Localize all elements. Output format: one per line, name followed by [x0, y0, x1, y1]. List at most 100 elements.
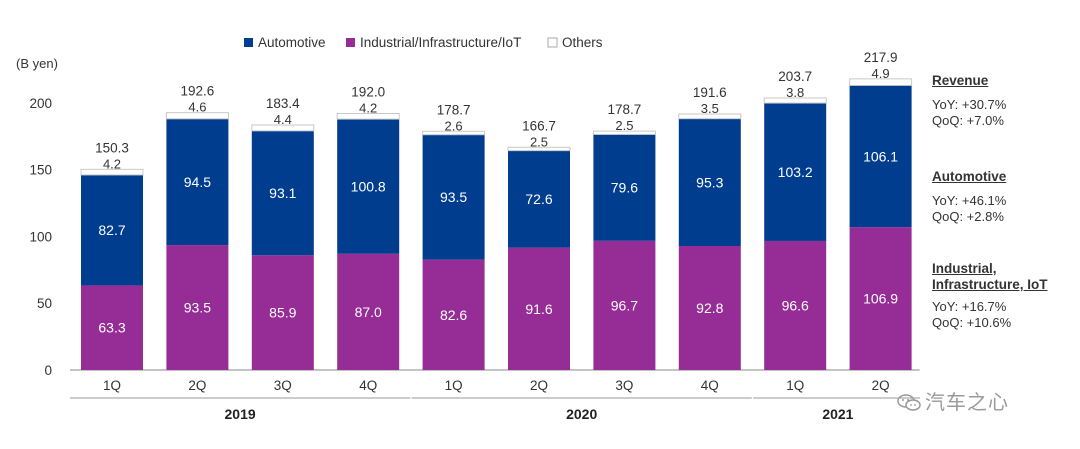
y-tick-label: 200 — [29, 96, 52, 111]
bar-value-label: 87.0 — [355, 304, 382, 320]
bar-segment-others — [80, 168, 144, 176]
bar-value-label: 100.8 — [351, 178, 386, 194]
revenue-summary: Revenue YoY: +30.7% QoQ: +7.0% — [932, 73, 1080, 129]
watermark-text: 汽车之心 — [925, 390, 1009, 414]
industrial-summary: Industrial, Infrastructure, IoT YoY: +16… — [932, 261, 1080, 331]
total-value-label: 183.4 — [266, 96, 300, 111]
revenue-heading: Revenue — [932, 73, 989, 88]
y-tick-label: 100 — [29, 229, 52, 244]
bar-value-label: 95.3 — [696, 174, 723, 190]
others-value-label: 4.4 — [274, 112, 292, 127]
bar-segment-industrial-infrastructure-iot — [422, 259, 485, 370]
bar-segment-industrial-infrastructure-iot — [508, 247, 570, 370]
total-value-label: 166.7 — [522, 118, 556, 133]
bar-segment-others — [507, 146, 571, 152]
total-value-label: 178.7 — [608, 102, 642, 117]
total-value-label: 192.0 — [351, 84, 385, 99]
y-unit-label: (B yen) — [16, 56, 58, 71]
bar-segment-automotive — [337, 119, 400, 254]
bar-value-label: 63.3 — [98, 320, 125, 336]
bar-segment-industrial-infrastructure-iot — [251, 255, 314, 370]
industrial-yoy: YoY: +16.7% — [932, 299, 1007, 314]
bar-segment-others — [592, 130, 656, 135]
legend-label: Industrial/Infrastructure/IoT — [360, 35, 521, 50]
bar-segment-automotive — [251, 130, 314, 256]
bar-segment-industrial-infrastructure-iot — [166, 245, 229, 370]
revenue-qoq: QoQ: +7.0% — [932, 113, 1004, 128]
bar-segment-automotive — [81, 174, 143, 286]
category-label: 3Q — [274, 378, 292, 393]
bar-value-label: 103.2 — [778, 164, 813, 180]
category-label: 2Q — [872, 378, 890, 393]
bar-value-label: 93.5 — [440, 189, 467, 205]
bar-value-label: 72.6 — [525, 191, 552, 207]
bar-segment-others — [251, 124, 315, 132]
automotive-summary: Automotive YoY: +46.1% QoQ: +2.8% — [932, 169, 1080, 225]
others-value-label: 3.8 — [786, 85, 804, 100]
category-label: 4Q — [359, 378, 377, 393]
bar-segment-industrial-infrastructure-iot — [678, 246, 741, 370]
bar-segment-others — [849, 78, 913, 86]
bar-segment-others — [422, 130, 486, 136]
total-value-label: 203.7 — [778, 69, 812, 84]
category-label: 4Q — [701, 378, 719, 393]
legend-swatch — [244, 38, 253, 47]
others-value-label: 4.2 — [359, 100, 377, 115]
automotive-yoy: YoY: +46.1% — [932, 193, 1007, 208]
bar-value-label: 79.6 — [611, 180, 638, 196]
bar-value-label: 92.8 — [696, 300, 723, 316]
category-label: 3Q — [615, 378, 633, 393]
bar-segment-industrial-infrastructure-iot — [593, 240, 656, 370]
total-value-label: 217.9 — [864, 50, 898, 65]
category-label: 2Q — [188, 378, 206, 393]
others-value-label: 4.2 — [103, 156, 121, 171]
bar-segment-automotive — [678, 118, 741, 247]
y-tick-label: 50 — [37, 296, 52, 311]
bar-segment-industrial-infrastructure-iot — [337, 253, 400, 370]
bar-value-label: 91.6 — [525, 301, 552, 317]
bar-value-label: 93.1 — [269, 185, 296, 201]
others-value-label: 2.6 — [445, 118, 463, 133]
legend-swatch — [547, 37, 558, 48]
category-label: 1Q — [786, 378, 804, 393]
bar-segment-others — [678, 113, 742, 120]
automotive-heading: Automotive — [932, 169, 1007, 184]
stacked-bar-chart: (B yen)05010015020063.382.74.2150.31Q93.… — [16, 35, 920, 422]
watermark: 汽车之心 — [897, 386, 1009, 415]
legend-label: Automotive — [258, 35, 326, 50]
total-value-label: 191.6 — [693, 85, 727, 100]
bar-value-label: 96.6 — [782, 297, 809, 313]
y-tick-label: 0 — [44, 363, 52, 378]
bar-value-label: 82.7 — [98, 222, 125, 238]
bar-segment-automotive — [849, 85, 912, 228]
legend-label: Others — [562, 35, 603, 50]
bar-segment-others — [763, 97, 827, 104]
bar-segment-others — [336, 112, 400, 120]
total-value-label: 192.6 — [181, 84, 215, 99]
others-value-label: 4.9 — [872, 66, 890, 81]
total-value-label: 178.7 — [437, 102, 471, 117]
legend-swatch — [346, 38, 355, 47]
others-value-label: 4.6 — [188, 100, 206, 115]
bar-segment-automotive — [166, 118, 229, 246]
bar-value-label: 93.5 — [184, 300, 211, 316]
bar-segment-automotive — [593, 134, 656, 241]
bar-segment-automotive — [508, 150, 570, 248]
bar-value-label: 94.5 — [184, 174, 211, 190]
total-value-label: 150.3 — [95, 140, 129, 155]
automotive-qoq: QoQ: +2.8% — [932, 209, 1004, 224]
industrial-heading-line2: Infrastructure, IoT — [932, 277, 1048, 292]
others-value-label: 2.5 — [615, 118, 633, 133]
bar-segment-industrial-infrastructure-iot — [81, 285, 143, 370]
category-label: 2Q — [530, 378, 548, 393]
year-label: 2019 — [225, 406, 256, 422]
bar-value-label: 82.6 — [440, 307, 467, 323]
bar-value-label: 96.7 — [611, 297, 638, 313]
wechat-icon — [897, 394, 921, 411]
bar-segment-others — [165, 112, 229, 120]
year-label: 2021 — [822, 406, 853, 422]
industrial-qoq: QoQ: +10.6% — [932, 315, 1012, 330]
bar-segment-industrial-infrastructure-iot — [849, 227, 912, 370]
category-label: 1Q — [445, 378, 463, 393]
bar-segment-industrial-infrastructure-iot — [764, 240, 827, 370]
